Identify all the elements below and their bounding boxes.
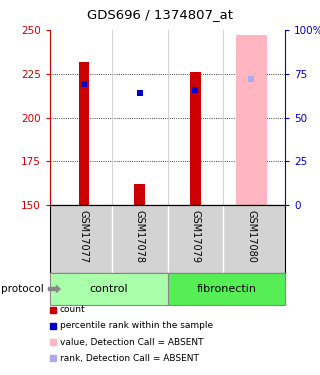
- Text: GDS696 / 1374807_at: GDS696 / 1374807_at: [87, 9, 233, 21]
- Text: percentile rank within the sample: percentile rank within the sample: [60, 321, 213, 330]
- Bar: [190, 72, 201, 205]
- Text: protocol: protocol: [1, 284, 44, 294]
- Text: value, Detection Call = ABSENT: value, Detection Call = ABSENT: [60, 338, 204, 346]
- Bar: [236, 35, 267, 205]
- Text: rank, Detection Call = ABSENT: rank, Detection Call = ABSENT: [60, 354, 199, 363]
- Text: control: control: [89, 284, 128, 294]
- Text: count: count: [60, 306, 86, 315]
- Bar: [167, 273, 285, 305]
- Text: fibronectin: fibronectin: [196, 284, 256, 294]
- Text: GSM17077: GSM17077: [79, 210, 89, 264]
- Bar: [50, 273, 167, 305]
- Text: GSM17079: GSM17079: [190, 210, 200, 264]
- Text: GSM17080: GSM17080: [246, 210, 256, 263]
- Text: GSM17078: GSM17078: [134, 210, 145, 264]
- Bar: [78, 62, 89, 205]
- Bar: [134, 184, 145, 205]
